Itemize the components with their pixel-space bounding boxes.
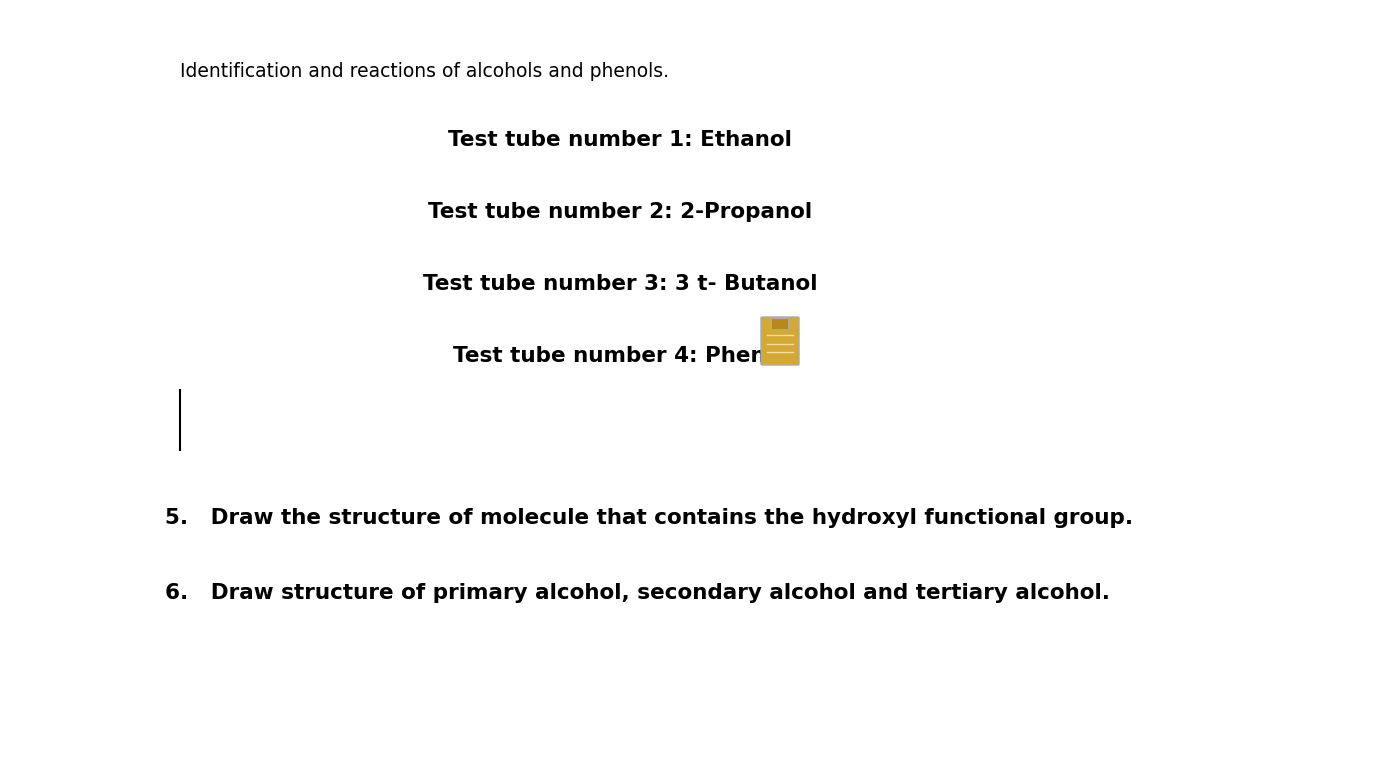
Text: 5.   Draw the structure of molecule that contains the hydroxyl functional group.: 5. Draw the structure of molecule that c… <box>165 508 1133 528</box>
FancyBboxPatch shape <box>761 317 799 365</box>
Text: Identification and reactions of alcohols and phenols.: Identification and reactions of alcohols… <box>180 62 669 81</box>
Text: Test tube number 4: Phenol: Test tube number 4: Phenol <box>453 346 788 366</box>
Text: Test tube number 1: Ethanol: Test tube number 1: Ethanol <box>448 130 792 150</box>
Text: 6.   Draw structure of primary alcohol, secondary alcohol and tertiary alcohol.: 6. Draw structure of primary alcohol, se… <box>165 583 1109 603</box>
Text: Test tube number 3: 3 t- Butanol: Test tube number 3: 3 t- Butanol <box>422 274 817 294</box>
Text: Test tube number 2: 2-Propanol: Test tube number 2: 2-Propanol <box>428 202 811 222</box>
FancyBboxPatch shape <box>771 318 789 330</box>
